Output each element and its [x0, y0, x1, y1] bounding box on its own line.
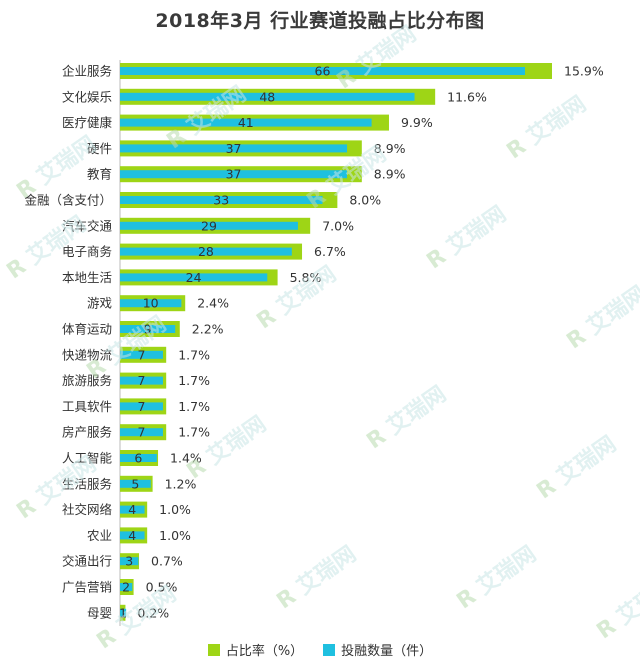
- legend-item-count: 投融数量（件）: [323, 640, 432, 659]
- ratio-data-label: 1.7%: [178, 399, 210, 414]
- category-label: 企业服务: [62, 64, 112, 79]
- legend-label-count: 投融数量（件）: [341, 644, 433, 659]
- category-label: 体育运动: [62, 322, 112, 337]
- category-label: 快递物流: [62, 347, 113, 362]
- count-data-label: 4: [128, 502, 136, 517]
- count-bar: [120, 505, 145, 514]
- count-bar: [120, 221, 298, 230]
- count-data-label: 2: [122, 580, 130, 595]
- category-label: 金融（含支付）: [24, 193, 112, 208]
- count-bar: [120, 118, 372, 127]
- ratio-data-label: 1.7%: [178, 373, 210, 388]
- count-data-label: 24: [186, 270, 202, 285]
- legend-swatch-count: [323, 643, 336, 656]
- category-label: 教育: [87, 167, 112, 182]
- count-bar: [120, 608, 127, 617]
- ratio-data-label: 1.2%: [165, 476, 197, 491]
- count-data-label: 10: [143, 296, 159, 311]
- count-bar: [120, 325, 176, 333]
- chart-legend: 占比率（%） 投融数量（件）: [0, 640, 640, 659]
- count-bar: [120, 92, 415, 101]
- category-label: 医疗健康: [62, 115, 113, 130]
- ratio-data-label: 5.8%: [290, 270, 322, 285]
- count-data-label: 7: [138, 373, 146, 388]
- count-data-label: 9: [144, 322, 152, 337]
- count-bar: [120, 376, 163, 385]
- bar-chart: 企业服务 66 15.9%文化娱乐 48 11.6%医疗健康 41 9.9%硬件 37 8.9%…: [24, 60, 604, 626]
- count-bar: [120, 144, 348, 153]
- count-data-label: 3: [125, 554, 133, 569]
- count-data-label: 7: [138, 347, 146, 362]
- ratio-data-label: 8.0%: [349, 193, 381, 208]
- count-data-label: 33: [213, 193, 229, 208]
- count-bar: [120, 479, 151, 488]
- ratio-data-label: 8.9%: [374, 141, 406, 156]
- count-bar: [120, 170, 348, 179]
- ratio-data-label: 9.9%: [401, 115, 433, 130]
- count-bar: [120, 428, 163, 437]
- category-label: 母婴: [87, 605, 112, 620]
- count-data-label: 4: [128, 528, 136, 543]
- count-bar: [120, 196, 323, 204]
- ratio-data-label: 1.4%: [170, 451, 202, 466]
- count-data-label: 5: [131, 476, 139, 491]
- ratio-data-label: 7.0%: [322, 218, 354, 233]
- legend-item-ratio: 占比率（%）: [207, 640, 304, 659]
- ratio-data-label: 8.9%: [374, 167, 406, 182]
- category-label: 硬件: [87, 141, 112, 156]
- count-data-label: 48: [259, 89, 275, 104]
- count-bar: [120, 583, 133, 591]
- count-data-label: 6: [134, 451, 142, 466]
- category-label: 人工智能: [62, 451, 113, 466]
- category-label: 文化娱乐: [62, 89, 112, 104]
- category-label: 电子商务: [62, 244, 112, 259]
- count-bar: [120, 557, 139, 566]
- ratio-data-label: 15.9%: [564, 64, 604, 79]
- ratio-data-label: 11.6%: [447, 89, 487, 104]
- count-data-label: 37: [226, 167, 242, 182]
- ratio-data-label: 1.7%: [178, 347, 210, 362]
- category-label: 广告营销: [62, 580, 112, 595]
- count-bar: [120, 299, 182, 308]
- count-bar: [120, 273, 268, 282]
- count-bar: [120, 350, 163, 359]
- count-bar: [120, 454, 157, 462]
- count-data-label: 37: [226, 141, 242, 156]
- chart-title: 2018年3月 行业赛道投融占比分布图: [155, 10, 485, 32]
- ratio-data-label: 2.4%: [197, 296, 229, 311]
- ratio-data-label: 0.7%: [151, 554, 183, 569]
- category-label: 汽车交通: [62, 218, 113, 233]
- count-data-label: 66: [315, 64, 331, 79]
- legend-swatch-ratio: [207, 643, 220, 656]
- ratio-data-label: 1.7%: [178, 425, 210, 440]
- count-bar: [120, 402, 163, 411]
- ratio-data-label: 6.7%: [314, 244, 346, 259]
- category-label: 工具软件: [62, 399, 112, 414]
- category-label: 生活服务: [62, 476, 112, 491]
- ratio-data-label: 1.0%: [159, 528, 191, 543]
- count-bar: [120, 247, 292, 256]
- count-data-label: 41: [238, 115, 254, 130]
- count-data-label: 1: [119, 605, 127, 620]
- category-label: 社交网络: [62, 502, 113, 517]
- count-data-label: 7: [138, 425, 146, 440]
- category-label: 交通出行: [62, 554, 112, 569]
- legend-label-ratio: 占比率（%）: [225, 644, 304, 659]
- count-bar: [120, 67, 525, 75]
- ratio-data-label: 1.0%: [159, 502, 191, 517]
- category-label: 本地生活: [62, 270, 112, 285]
- count-bar: [120, 531, 145, 540]
- category-label: 农业: [87, 528, 112, 543]
- ratio-data-label: 0.5%: [146, 580, 178, 595]
- count-data-label: 29: [201, 218, 217, 233]
- count-data-label: 28: [198, 244, 214, 259]
- ratio-data-label: 2.2%: [192, 322, 224, 337]
- ratio-data-label: 0.2%: [137, 605, 169, 620]
- category-label: 旅游服务: [62, 373, 112, 388]
- count-data-label: 7: [138, 399, 146, 414]
- category-label: 游戏: [87, 296, 112, 311]
- category-label: 房产服务: [62, 425, 112, 440]
